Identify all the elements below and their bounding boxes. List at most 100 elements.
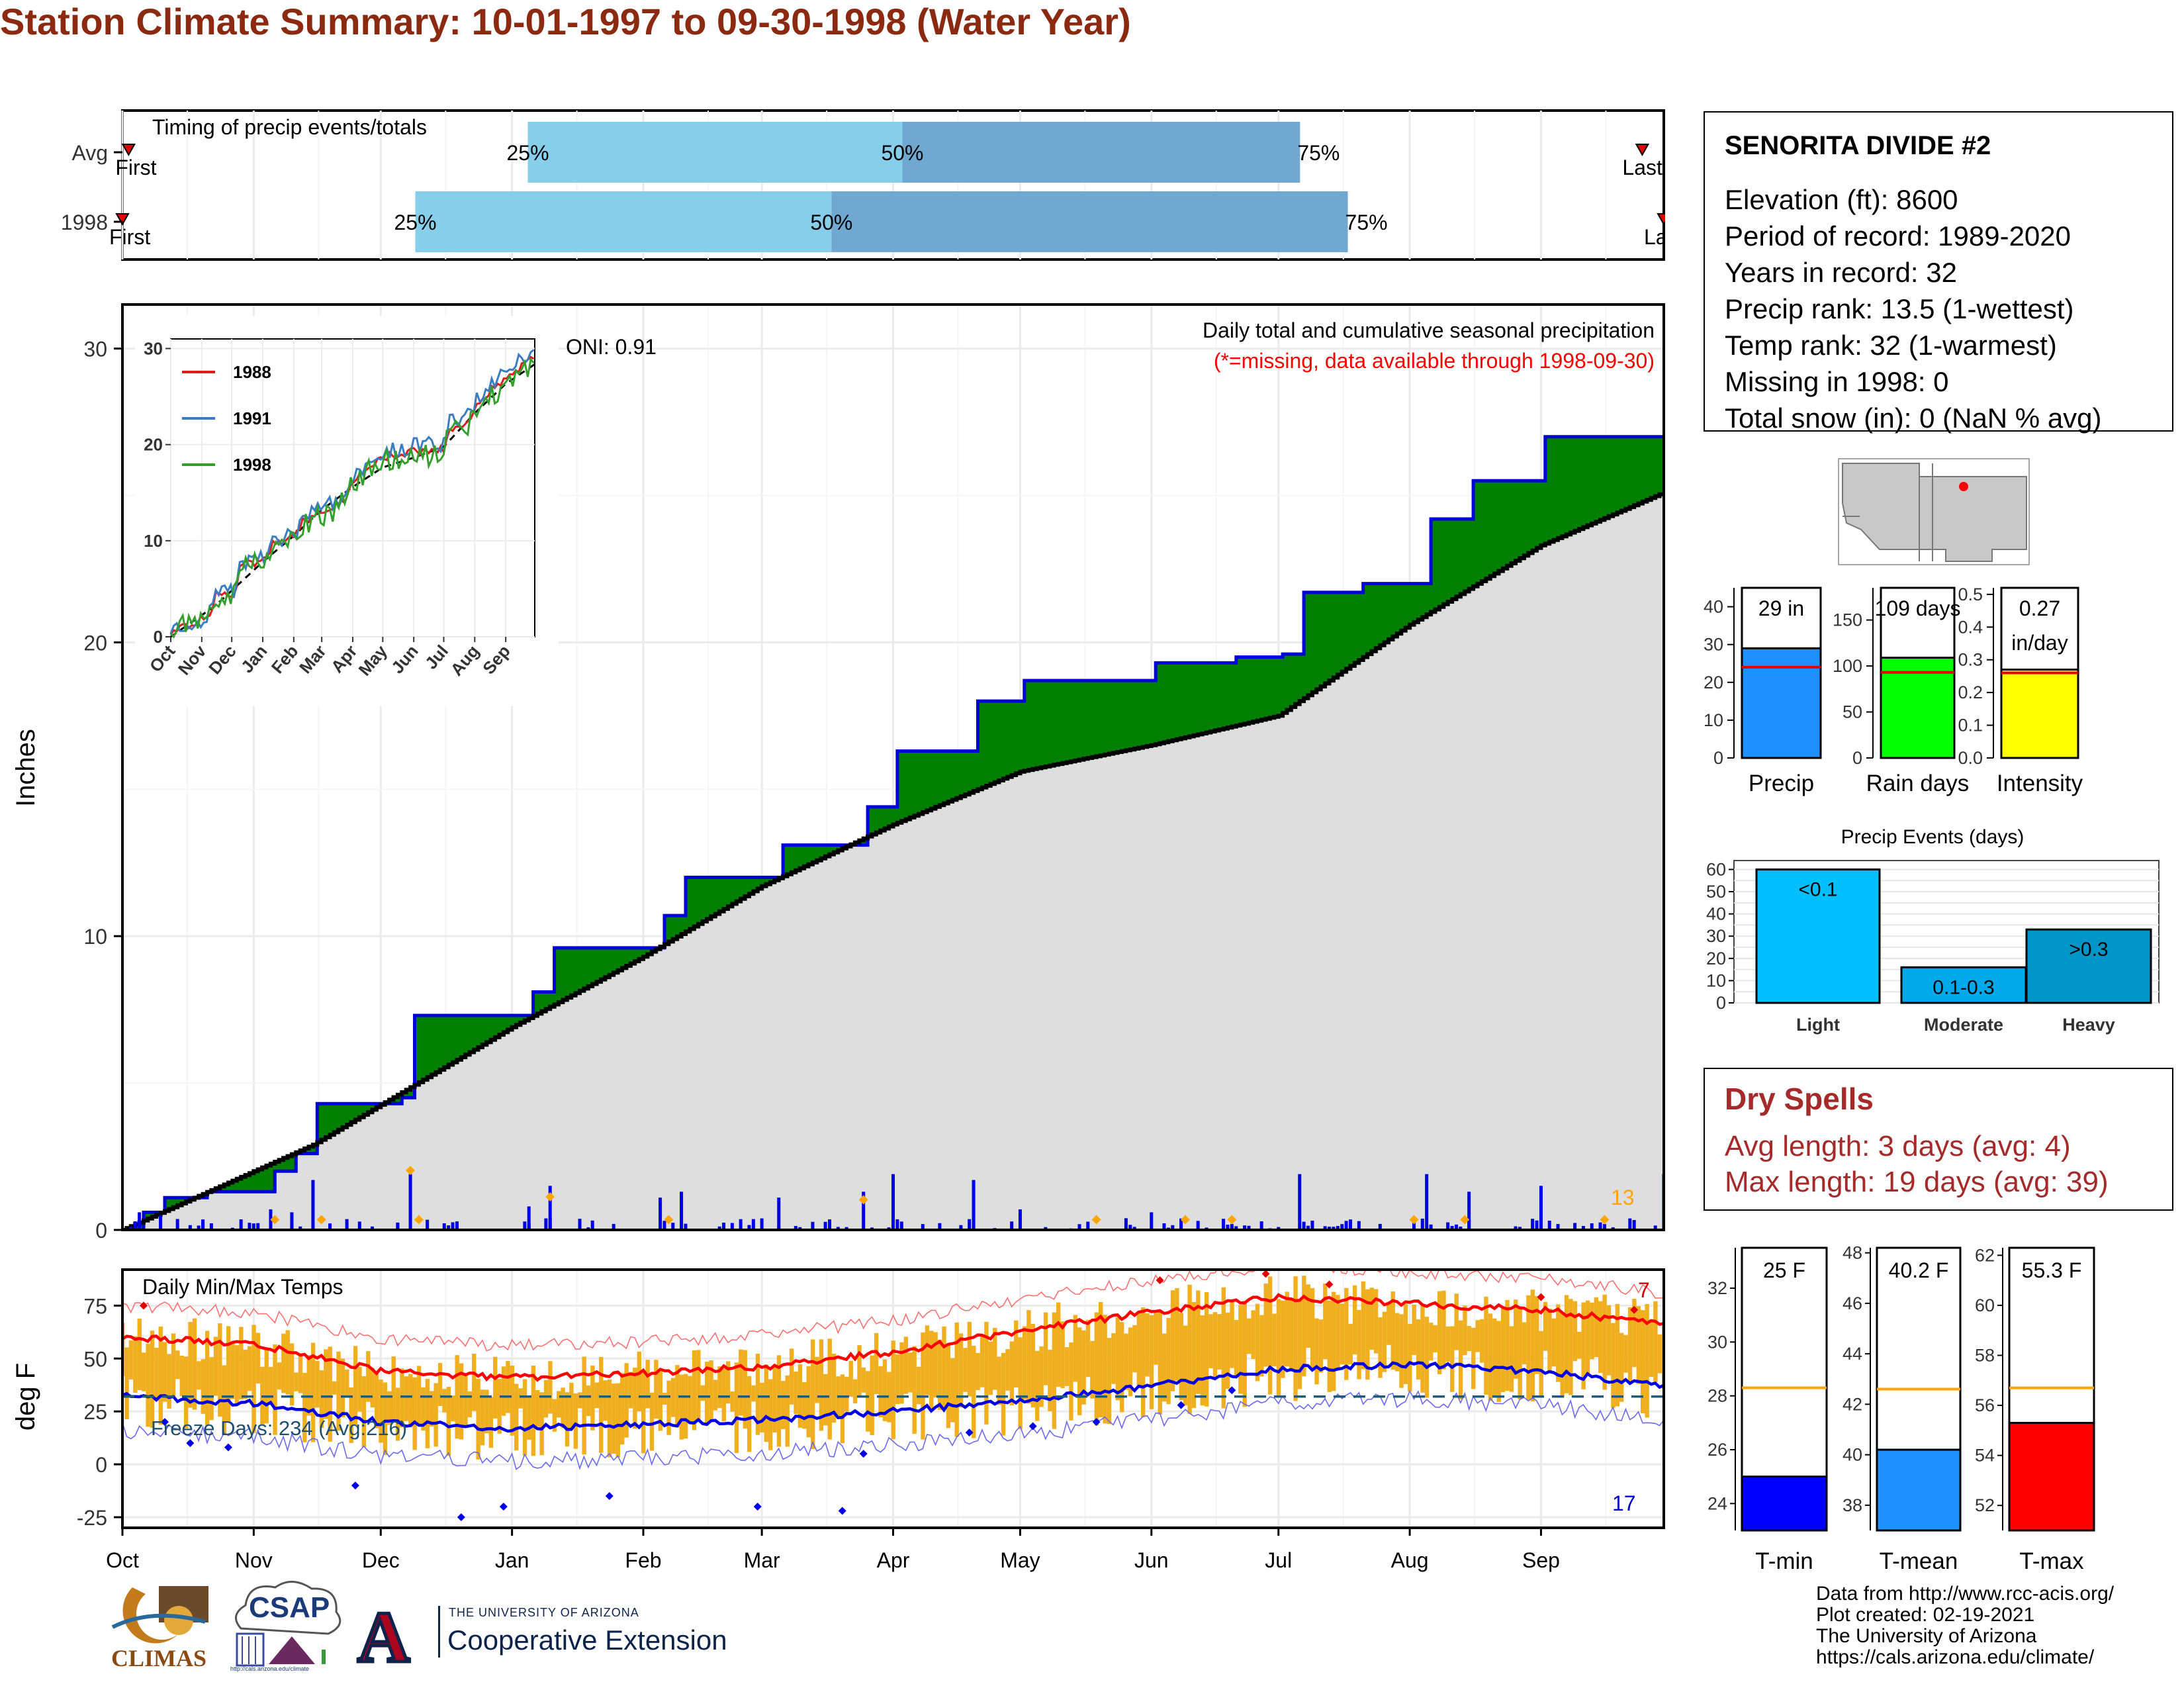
daily-bar (760, 1218, 764, 1230)
month-label: Jul (1265, 1548, 1292, 1572)
y-tick-label: 25 (83, 1400, 107, 1424)
last-label: Last (1622, 156, 1662, 179)
daily-temp-bar (603, 1380, 608, 1421)
daily-temp-bar (810, 1339, 815, 1450)
month-label: Oct (106, 1548, 139, 1572)
daily-temp-bar (1302, 1276, 1306, 1377)
daily-temp-bar (1522, 1322, 1527, 1365)
daily-temp-bar (946, 1343, 951, 1429)
timing-bar-late (831, 191, 1348, 252)
daily-bar (717, 1226, 721, 1230)
last-event-marker (1635, 144, 1650, 157)
daily-temp-bar (993, 1327, 997, 1390)
daily-temp-bar (167, 1354, 171, 1409)
daily-temp-bar (1018, 1337, 1023, 1429)
daily-bar (747, 1225, 751, 1230)
month-axis: Oct Nov Dec Jan Feb Mar Apr May Jun Jul Aug Sep (106, 1528, 1560, 1572)
daily-bar (811, 1221, 815, 1230)
daily-temp-bar (1077, 1327, 1082, 1415)
credit-line: Data from http://www.rcc-acis.org/ (1816, 1583, 2115, 1605)
daily-temp-bar (950, 1358, 955, 1423)
daily-temp-bar (251, 1325, 256, 1433)
daily-temp-bar (1323, 1284, 1328, 1360)
events-bar-label: <0.1 (1798, 878, 1837, 900)
record-low-marker (351, 1481, 359, 1490)
daily-bar (544, 1218, 548, 1230)
daily-temp-bar (1310, 1288, 1315, 1368)
daily-temp-bar (1454, 1293, 1459, 1350)
daily-bar (1277, 1227, 1281, 1230)
daily-bar (290, 1224, 294, 1230)
y-tick-label: 30 (83, 338, 107, 361)
summary-name-label: Precip (1749, 771, 1814, 796)
daily-temp-bar (154, 1348, 159, 1401)
daily-temp-bar (150, 1331, 155, 1428)
daily-temp-bar (781, 1381, 786, 1429)
csap-wordmark: CSAP (249, 1591, 330, 1624)
daily-temp-bar (1026, 1310, 1031, 1404)
y-tick-label: 0 (95, 1219, 107, 1243)
daily-temp-bar (446, 1387, 451, 1456)
daily-temp-bar (1331, 1291, 1336, 1391)
daily-temp-bar (1161, 1333, 1167, 1402)
daily-temp-bar (230, 1342, 235, 1399)
daily-temp-bar (383, 1382, 388, 1455)
month-label: Nov (235, 1548, 273, 1572)
daily-temp-bar (1200, 1315, 1205, 1406)
daily-temp-bar (654, 1360, 659, 1419)
temp-summary-y-label: 54 (1975, 1446, 1995, 1466)
daily-temp-bar (1458, 1320, 1463, 1399)
daily-temp-bar (954, 1322, 959, 1437)
daily-bar (751, 1219, 755, 1230)
daily-temp-bar (1509, 1326, 1514, 1392)
summary-bar (1741, 647, 1822, 759)
daily-bar (175, 1219, 179, 1230)
daily-temp-bar (903, 1336, 909, 1394)
daily-temp-bar (158, 1327, 163, 1425)
daily-temp-bar (226, 1326, 231, 1423)
daily-bar (1010, 1221, 1014, 1230)
daily-temp-bar (861, 1367, 866, 1393)
summary-y-label: 100 (1833, 656, 1862, 676)
daily-temp-bar (404, 1376, 409, 1421)
events-x-label: Heavy (2062, 1015, 2115, 1035)
daily-temp-bar (1175, 1288, 1179, 1381)
events-title: Precip Events (days) (1841, 826, 2025, 848)
daily-temp-bar (878, 1366, 883, 1417)
daily-bar (1344, 1221, 1348, 1230)
daily-bar (1310, 1220, 1314, 1230)
timing-pct-label: 50% (810, 211, 852, 234)
temp-summary-name: T-max (2019, 1548, 2084, 1574)
daily-temp-bar (1336, 1295, 1340, 1371)
summary-value-label: in/day (2011, 631, 2068, 655)
temp-summary-y-label: 38 (1843, 1495, 1862, 1515)
station-line: Temp rank: 32 (1-warmest) (1725, 330, 2057, 361)
timing-row-label: 1998 (61, 211, 108, 234)
record-max-line (122, 1270, 1664, 1352)
timing-pct-label: 25% (507, 141, 549, 165)
daily-temp-bar (1471, 1327, 1476, 1389)
daily-temp-bar (366, 1351, 371, 1402)
daily-temp-bar (324, 1349, 328, 1419)
daily-temp-bar (319, 1370, 324, 1429)
daily-temp-bar (764, 1364, 768, 1442)
temp-summary-y-label: 40 (1843, 1445, 1862, 1465)
inset-y-label: 30 (144, 339, 163, 359)
inset-legend: 1988 1991 1998 (182, 362, 271, 475)
daily-temp-bar (1318, 1319, 1324, 1373)
daily-bar (1328, 1227, 1332, 1230)
daily-temp-bar (1475, 1320, 1480, 1352)
daily-temp-bar (497, 1379, 502, 1434)
ua-block-a-icon: A (355, 1595, 411, 1679)
daily-temp-bar (514, 1383, 519, 1450)
daily-temp-bar (425, 1378, 430, 1448)
daily-temp-bar (721, 1368, 726, 1422)
daily-temp-bar (379, 1380, 383, 1443)
daily-temp-bar (183, 1356, 189, 1429)
record-high-marker (1630, 1305, 1639, 1314)
daily-temp-bar (607, 1379, 612, 1458)
daily-temp-bar (988, 1341, 993, 1395)
